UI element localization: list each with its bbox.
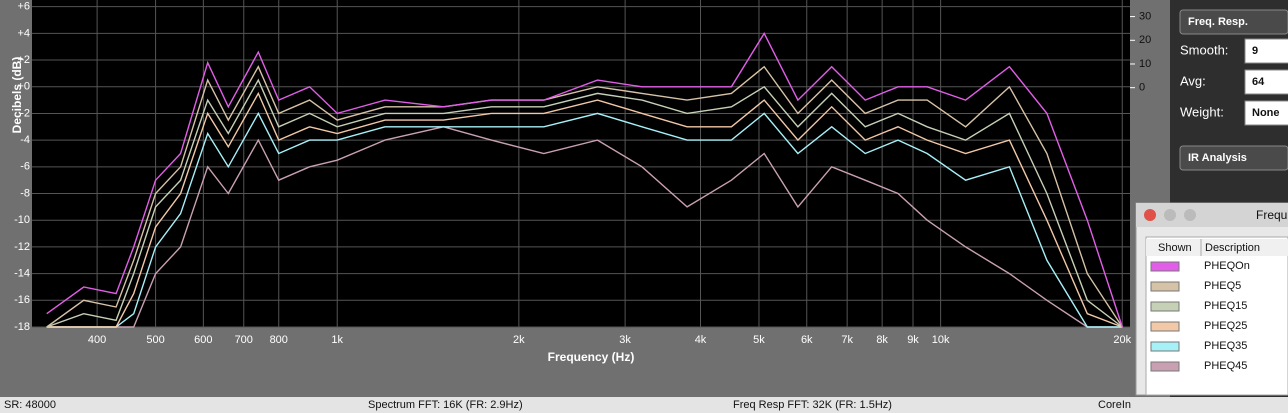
legend-swatch[interactable] bbox=[1150, 261, 1180, 272]
plot-layer: +6 +4 +2 +0 -2 -4 -6 -8 -10 -12 -14 -16 -18 400 500 600… bbox=[14, 0, 1151, 346]
window-titlebar bbox=[1136, 203, 1288, 227]
legend-label: PHEQ45 bbox=[1204, 360, 1247, 372]
minimize-button[interactable] bbox=[1164, 209, 1176, 221]
x-tick-label: 400 bbox=[88, 334, 106, 346]
window-title: Frequ bbox=[1256, 208, 1287, 222]
y-tick-label: -2 bbox=[20, 107, 30, 119]
y-tick-label: -8 bbox=[20, 187, 30, 199]
x-tick-label: 700 bbox=[235, 334, 253, 346]
column-header: Description bbox=[1205, 242, 1260, 254]
x-tick-label: 2k bbox=[513, 334, 525, 346]
legend-label: PHEQOn bbox=[1204, 260, 1250, 272]
column-header: Shown bbox=[1158, 242, 1192, 254]
legend-label: PHEQ35 bbox=[1204, 340, 1247, 352]
legend-window: Frequ Shown Description PHEQOn PHEQ5 PHEQ1… bbox=[1135, 202, 1288, 396]
y-tick-label: -12 bbox=[14, 241, 30, 253]
x-axis-label: Frequency (Hz) bbox=[548, 350, 635, 364]
y2-tick-label: 0 bbox=[1139, 82, 1145, 94]
y-tick-label: -14 bbox=[14, 268, 30, 280]
y-tick-label: -10 bbox=[14, 214, 30, 226]
x-tick-label: 6k bbox=[801, 334, 813, 346]
x-tick-label: 500 bbox=[146, 334, 164, 346]
legend-label: PHEQ5 bbox=[1204, 280, 1241, 292]
field-value[interactable]: 64 bbox=[1252, 76, 1265, 88]
legend-label: PHEQ15 bbox=[1204, 300, 1247, 312]
series-line bbox=[46, 91, 1123, 328]
status-item: Freq Resp FFT: 32K (FR: 1.5Hz) bbox=[733, 399, 892, 411]
x-tick-label: 20k bbox=[1113, 334, 1131, 346]
legend-swatch[interactable] bbox=[1150, 341, 1180, 352]
legend-swatch[interactable] bbox=[1150, 361, 1180, 372]
series-line bbox=[46, 78, 1123, 328]
status-item: CoreIn bbox=[1098, 399, 1131, 411]
y-axis-label: Decibels (dB) bbox=[10, 57, 24, 134]
series-line bbox=[46, 111, 1123, 328]
field-label: Smooth: bbox=[1180, 42, 1228, 57]
x-tick-label: 9k bbox=[907, 334, 919, 346]
x-tick-label: 5k bbox=[753, 334, 765, 346]
y-tick-label: -6 bbox=[20, 161, 30, 173]
series-line bbox=[46, 126, 1123, 328]
zoom-button[interactable] bbox=[1184, 209, 1196, 221]
x-tick-label: 7k bbox=[841, 334, 853, 346]
mode-button[interactable] bbox=[1179, 9, 1288, 35]
table-header bbox=[1146, 239, 1288, 256]
y2-tick-label: 20 bbox=[1139, 34, 1151, 46]
close-button[interactable] bbox=[1144, 209, 1156, 221]
ir-button[interactable] bbox=[1179, 145, 1288, 171]
field-input[interactable] bbox=[1244, 38, 1288, 64]
x-tick-label: 800 bbox=[270, 334, 288, 346]
plot-area bbox=[32, 0, 1130, 327]
ir-button-label[interactable]: IR Analysis bbox=[1188, 152, 1247, 164]
legend-swatch[interactable] bbox=[1150, 301, 1180, 312]
field-input[interactable] bbox=[1244, 100, 1288, 126]
y-tick-label: +0 bbox=[17, 81, 30, 93]
x-tick-label: 3k bbox=[619, 334, 631, 346]
y-tick-label: -4 bbox=[20, 134, 30, 146]
status-items: SR: 48000 Spectrum FFT: 16K (FR: 2.9Hz) Fr… bbox=[4, 399, 1131, 411]
legend-swatch[interactable] bbox=[1150, 321, 1180, 332]
x-tick-label: 8k bbox=[876, 334, 888, 346]
field-value[interactable]: 9 bbox=[1252, 45, 1258, 57]
field-input[interactable] bbox=[1244, 69, 1288, 95]
x-tick-label: 600 bbox=[194, 334, 212, 346]
legend-swatch[interactable] bbox=[1150, 281, 1180, 292]
status-item: Spectrum FFT: 16K (FR: 2.9Hz) bbox=[368, 399, 523, 411]
legend-label: PHEQ25 bbox=[1204, 320, 1247, 332]
sidebar-fields: Smooth: 9 Avg: 64 Weight: None bbox=[1180, 38, 1288, 126]
y-tick-label: +4 bbox=[17, 27, 30, 39]
mode-button-label[interactable]: Freq. Resp. bbox=[1188, 16, 1248, 28]
y-tick-label: +6 bbox=[17, 1, 30, 13]
y2-tick-label: 30 bbox=[1139, 10, 1151, 22]
y-tick-label: -18 bbox=[14, 321, 30, 333]
field-label: Weight: bbox=[1180, 104, 1224, 119]
y2-tick-label: 10 bbox=[1139, 58, 1151, 70]
y-tick-label: +2 bbox=[17, 54, 30, 66]
legend: PHEQOn PHEQ5 PHEQ15 PHEQ25 PHEQ35 PHEQ45 bbox=[1150, 260, 1250, 372]
x-tick-label: 1k bbox=[331, 334, 343, 346]
series-line bbox=[46, 31, 1123, 328]
x-tick-label: 10k bbox=[932, 334, 950, 346]
field-value[interactable]: None bbox=[1252, 107, 1280, 119]
field-label: Avg: bbox=[1180, 73, 1206, 88]
y-tick-label: -16 bbox=[14, 294, 30, 306]
x-tick-label: 4k bbox=[695, 334, 707, 346]
status-bar bbox=[0, 397, 1288, 413]
status-item: SR: 48000 bbox=[4, 399, 56, 411]
